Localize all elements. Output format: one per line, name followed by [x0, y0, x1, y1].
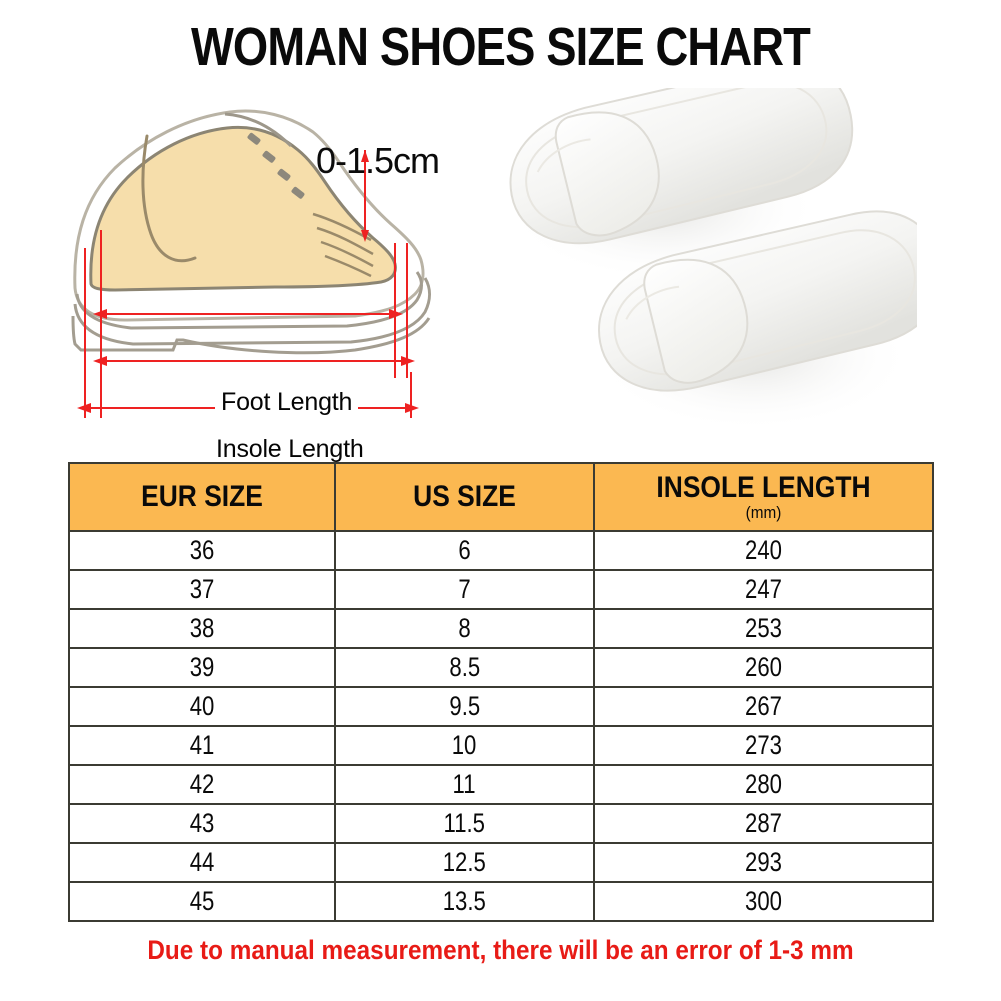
cell-eur-size: 39: [68, 647, 336, 688]
size-chart-table: EUR SIZE US SIZE INSOLE LENGTH (mm) 36 6…: [68, 462, 934, 922]
cell-us-size: 8.5: [334, 647, 595, 688]
table-row: 42 11 280: [68, 764, 934, 805]
cell-eur-size: 41: [68, 725, 336, 766]
column-header-us-size-label: US SIZE: [413, 480, 516, 513]
cell-insole-length: 300: [593, 881, 934, 922]
sandal-left-texture: [536, 138, 591, 173]
cell-eur-size: 45: [68, 881, 336, 922]
lace-eyelets-icon: [247, 132, 305, 199]
insole-length-label: Insole Length: [210, 435, 370, 464]
table-row: 39 8.5 260: [68, 647, 934, 688]
sandal-left: [509, 88, 854, 245]
sandal-left-strap: [554, 111, 660, 237]
toe-gap-label: 0-1.5cm: [316, 140, 440, 181]
cell-eur-size: 40: [68, 686, 336, 727]
sandal-right-texture: [625, 285, 680, 320]
foot-length-arrow: [93, 309, 403, 319]
cell-insole-length: 240: [593, 530, 934, 571]
cell-eur-size: 44: [68, 842, 336, 883]
cell-insole-length: 287: [593, 803, 934, 844]
table-header: EUR SIZE US SIZE INSOLE LENGTH (mm): [68, 462, 934, 532]
table-row: 45 13.5 300: [68, 881, 934, 922]
sandal-right: [598, 210, 917, 392]
measurement-disclaimer: Due to manual measurement, there will be…: [147, 935, 854, 965]
table-row: 41 10 273: [68, 725, 934, 766]
column-header-insole-length-unit: (mm): [745, 503, 782, 522]
ankle-crease: [141, 134, 197, 263]
cell-insole-length: 247: [593, 569, 934, 610]
foot-length-label: Foot Length: [215, 388, 359, 417]
foot-shape: [89, 125, 397, 292]
insole-length-arrow: [93, 356, 415, 366]
cell-insole-length: 267: [593, 686, 934, 727]
cell-eur-size: 36: [68, 530, 336, 571]
column-header-insole-length: INSOLE LENGTH (mm): [593, 462, 934, 532]
sandal-right-strap: [643, 258, 749, 384]
table-body: 36 6 240 37 7 247 38 8 253 39 8.5 260 40…: [68, 530, 934, 922]
cell-us-size: 9.5: [334, 686, 595, 727]
cell-insole-length: 253: [593, 608, 934, 649]
table-row: 43 11.5 287: [68, 803, 934, 844]
cell-eur-size: 42: [68, 764, 336, 805]
table-header-row: EUR SIZE US SIZE INSOLE LENGTH (mm): [68, 462, 934, 532]
table-row: 40 9.5 267: [68, 686, 934, 727]
table-row: 44 12.5 293: [68, 842, 934, 883]
cell-eur-size: 37: [68, 569, 336, 610]
cell-us-size: 12.5: [334, 842, 595, 883]
cell-us-size: 11.5: [334, 803, 595, 844]
column-header-eur-size: EUR SIZE: [68, 462, 336, 532]
midsole-outline: [73, 277, 431, 346]
cell-us-size: 7: [334, 569, 595, 610]
insole-outline: [75, 271, 423, 330]
cell-us-size: 13.5: [334, 881, 595, 922]
page-title: WOMAN SHOES SIZE CHART: [190, 17, 811, 77]
toe-gap-arrow: [361, 150, 369, 242]
foot-diagram-svg: [71, 109, 431, 418]
cell-insole-length: 273: [593, 725, 934, 766]
cell-insole-length: 260: [593, 647, 934, 688]
cell-us-size: 6: [334, 530, 595, 571]
cell-insole-length: 280: [593, 764, 934, 805]
table-row: 36 6 240: [68, 530, 934, 571]
column-header-eur-size-label: EUR SIZE: [141, 480, 263, 513]
column-header-insole-length-label: INSOLE LENGTH: [656, 471, 871, 504]
cell-eur-size: 43: [68, 803, 336, 844]
cell-us-size: 11: [334, 764, 595, 805]
cell-us-size: 10: [334, 725, 595, 766]
cell-insole-length: 293: [593, 842, 934, 883]
cell-eur-size: 38: [68, 608, 336, 649]
shoe-collar: [224, 112, 293, 148]
table-row: 38 8 253: [68, 608, 934, 649]
product-photo-slide-sandals: [487, 88, 917, 460]
slide-sandals-svg: [502, 88, 917, 432]
table-row: 37 7 247: [68, 569, 934, 610]
column-header-us-size: US SIZE: [334, 462, 595, 532]
cell-us-size: 8: [334, 608, 595, 649]
